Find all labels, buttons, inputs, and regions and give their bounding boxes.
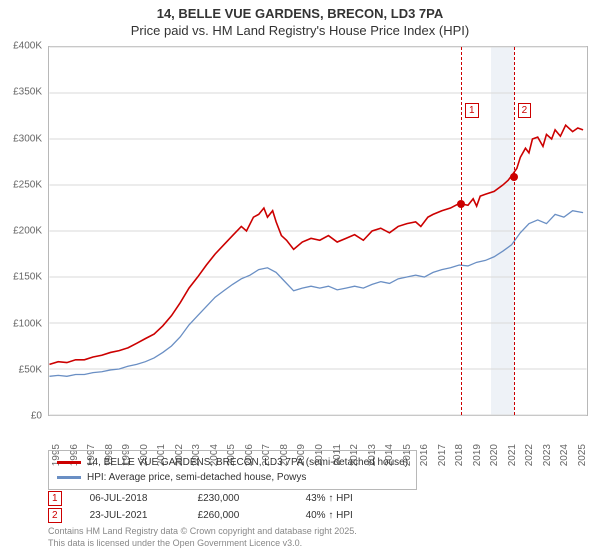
sales-row-1: 1 06-JUL-2018 £230,000 43% ↑ HPI — [48, 490, 386, 507]
x-tick-label: 2016 — [419, 444, 430, 466]
legend-swatch-price — [57, 461, 81, 464]
sales-table: 1 06-JUL-2018 £230,000 43% ↑ HPI 2 23-JU… — [48, 490, 386, 524]
footer: Contains HM Land Registry data © Crown c… — [48, 526, 357, 549]
y-tick-label: £400K — [13, 41, 42, 52]
footer-line-2: This data is licensed under the Open Gov… — [48, 538, 357, 550]
plot-svg — [49, 47, 587, 415]
marker-vline-1 — [461, 47, 462, 415]
x-tick-label: 2025 — [577, 444, 588, 466]
y-axis: £0£50K£100K£150K£200K£250K£300K£350K£400… — [0, 46, 46, 416]
legend-label-price: 14, BELLE VUE GARDENS, BRECON, LD3 7PA (… — [87, 455, 408, 470]
marker-dot-1 — [457, 200, 465, 208]
legend: 14, BELLE VUE GARDENS, BRECON, LD3 7PA (… — [48, 450, 417, 490]
legend-label-hpi: HPI: Average price, semi-detached house,… — [87, 470, 306, 485]
series-price_paid — [49, 125, 583, 364]
y-tick-label: £350K — [13, 87, 42, 98]
legend-swatch-hpi — [57, 476, 81, 479]
y-tick-label: £100K — [13, 318, 42, 329]
sale-price-2: £260,000 — [198, 510, 278, 521]
sale-idx-1: 1 — [48, 491, 62, 506]
x-tick-label: 2024 — [559, 444, 570, 466]
series-hpi — [49, 211, 583, 377]
x-tick-label: 2017 — [437, 444, 448, 466]
marker-label-1: 1 — [465, 103, 479, 118]
sale-price-1: £230,000 — [198, 493, 278, 504]
legend-row-2: HPI: Average price, semi-detached house,… — [57, 470, 408, 485]
sale-date-1: 06-JUL-2018 — [90, 493, 170, 504]
footer-line-1: Contains HM Land Registry data © Crown c… — [48, 526, 357, 538]
x-axis: 1995199619971998199920002001200220032004… — [48, 416, 588, 446]
x-tick-label: 2021 — [507, 444, 518, 466]
title-line-2: Price paid vs. HM Land Registry's House … — [0, 23, 600, 40]
x-tick-label: 2018 — [454, 444, 465, 466]
marker-label-2: 2 — [518, 103, 532, 118]
y-tick-label: £50K — [19, 364, 42, 375]
y-tick-label: £150K — [13, 272, 42, 283]
marker-vline-2 — [514, 47, 515, 415]
sale-delta-1: 43% ↑ HPI — [306, 493, 386, 504]
y-tick-label: £200K — [13, 226, 42, 237]
marker-dot-2 — [510, 173, 518, 181]
chart-title: 14, BELLE VUE GARDENS, BRECON, LD3 7PA P… — [0, 0, 600, 40]
x-tick-label: 2022 — [524, 444, 535, 466]
x-tick-label: 2023 — [542, 444, 553, 466]
x-tick-label: 2020 — [489, 444, 500, 466]
legend-row-1: 14, BELLE VUE GARDENS, BRECON, LD3 7PA (… — [57, 455, 408, 470]
sale-delta-2: 40% ↑ HPI — [306, 510, 386, 521]
y-tick-label: £250K — [13, 179, 42, 190]
y-tick-label: £0 — [31, 411, 42, 422]
title-line-1: 14, BELLE VUE GARDENS, BRECON, LD3 7PA — [0, 6, 600, 23]
sale-idx-2: 2 — [48, 508, 62, 523]
sale-date-2: 23-JUL-2021 — [90, 510, 170, 521]
sales-row-2: 2 23-JUL-2021 £260,000 40% ↑ HPI — [48, 507, 386, 524]
chart-container: 14, BELLE VUE GARDENS, BRECON, LD3 7PA P… — [0, 0, 600, 560]
y-tick-label: £300K — [13, 133, 42, 144]
x-tick-label: 2019 — [472, 444, 483, 466]
plot-area: 12 — [48, 46, 588, 416]
